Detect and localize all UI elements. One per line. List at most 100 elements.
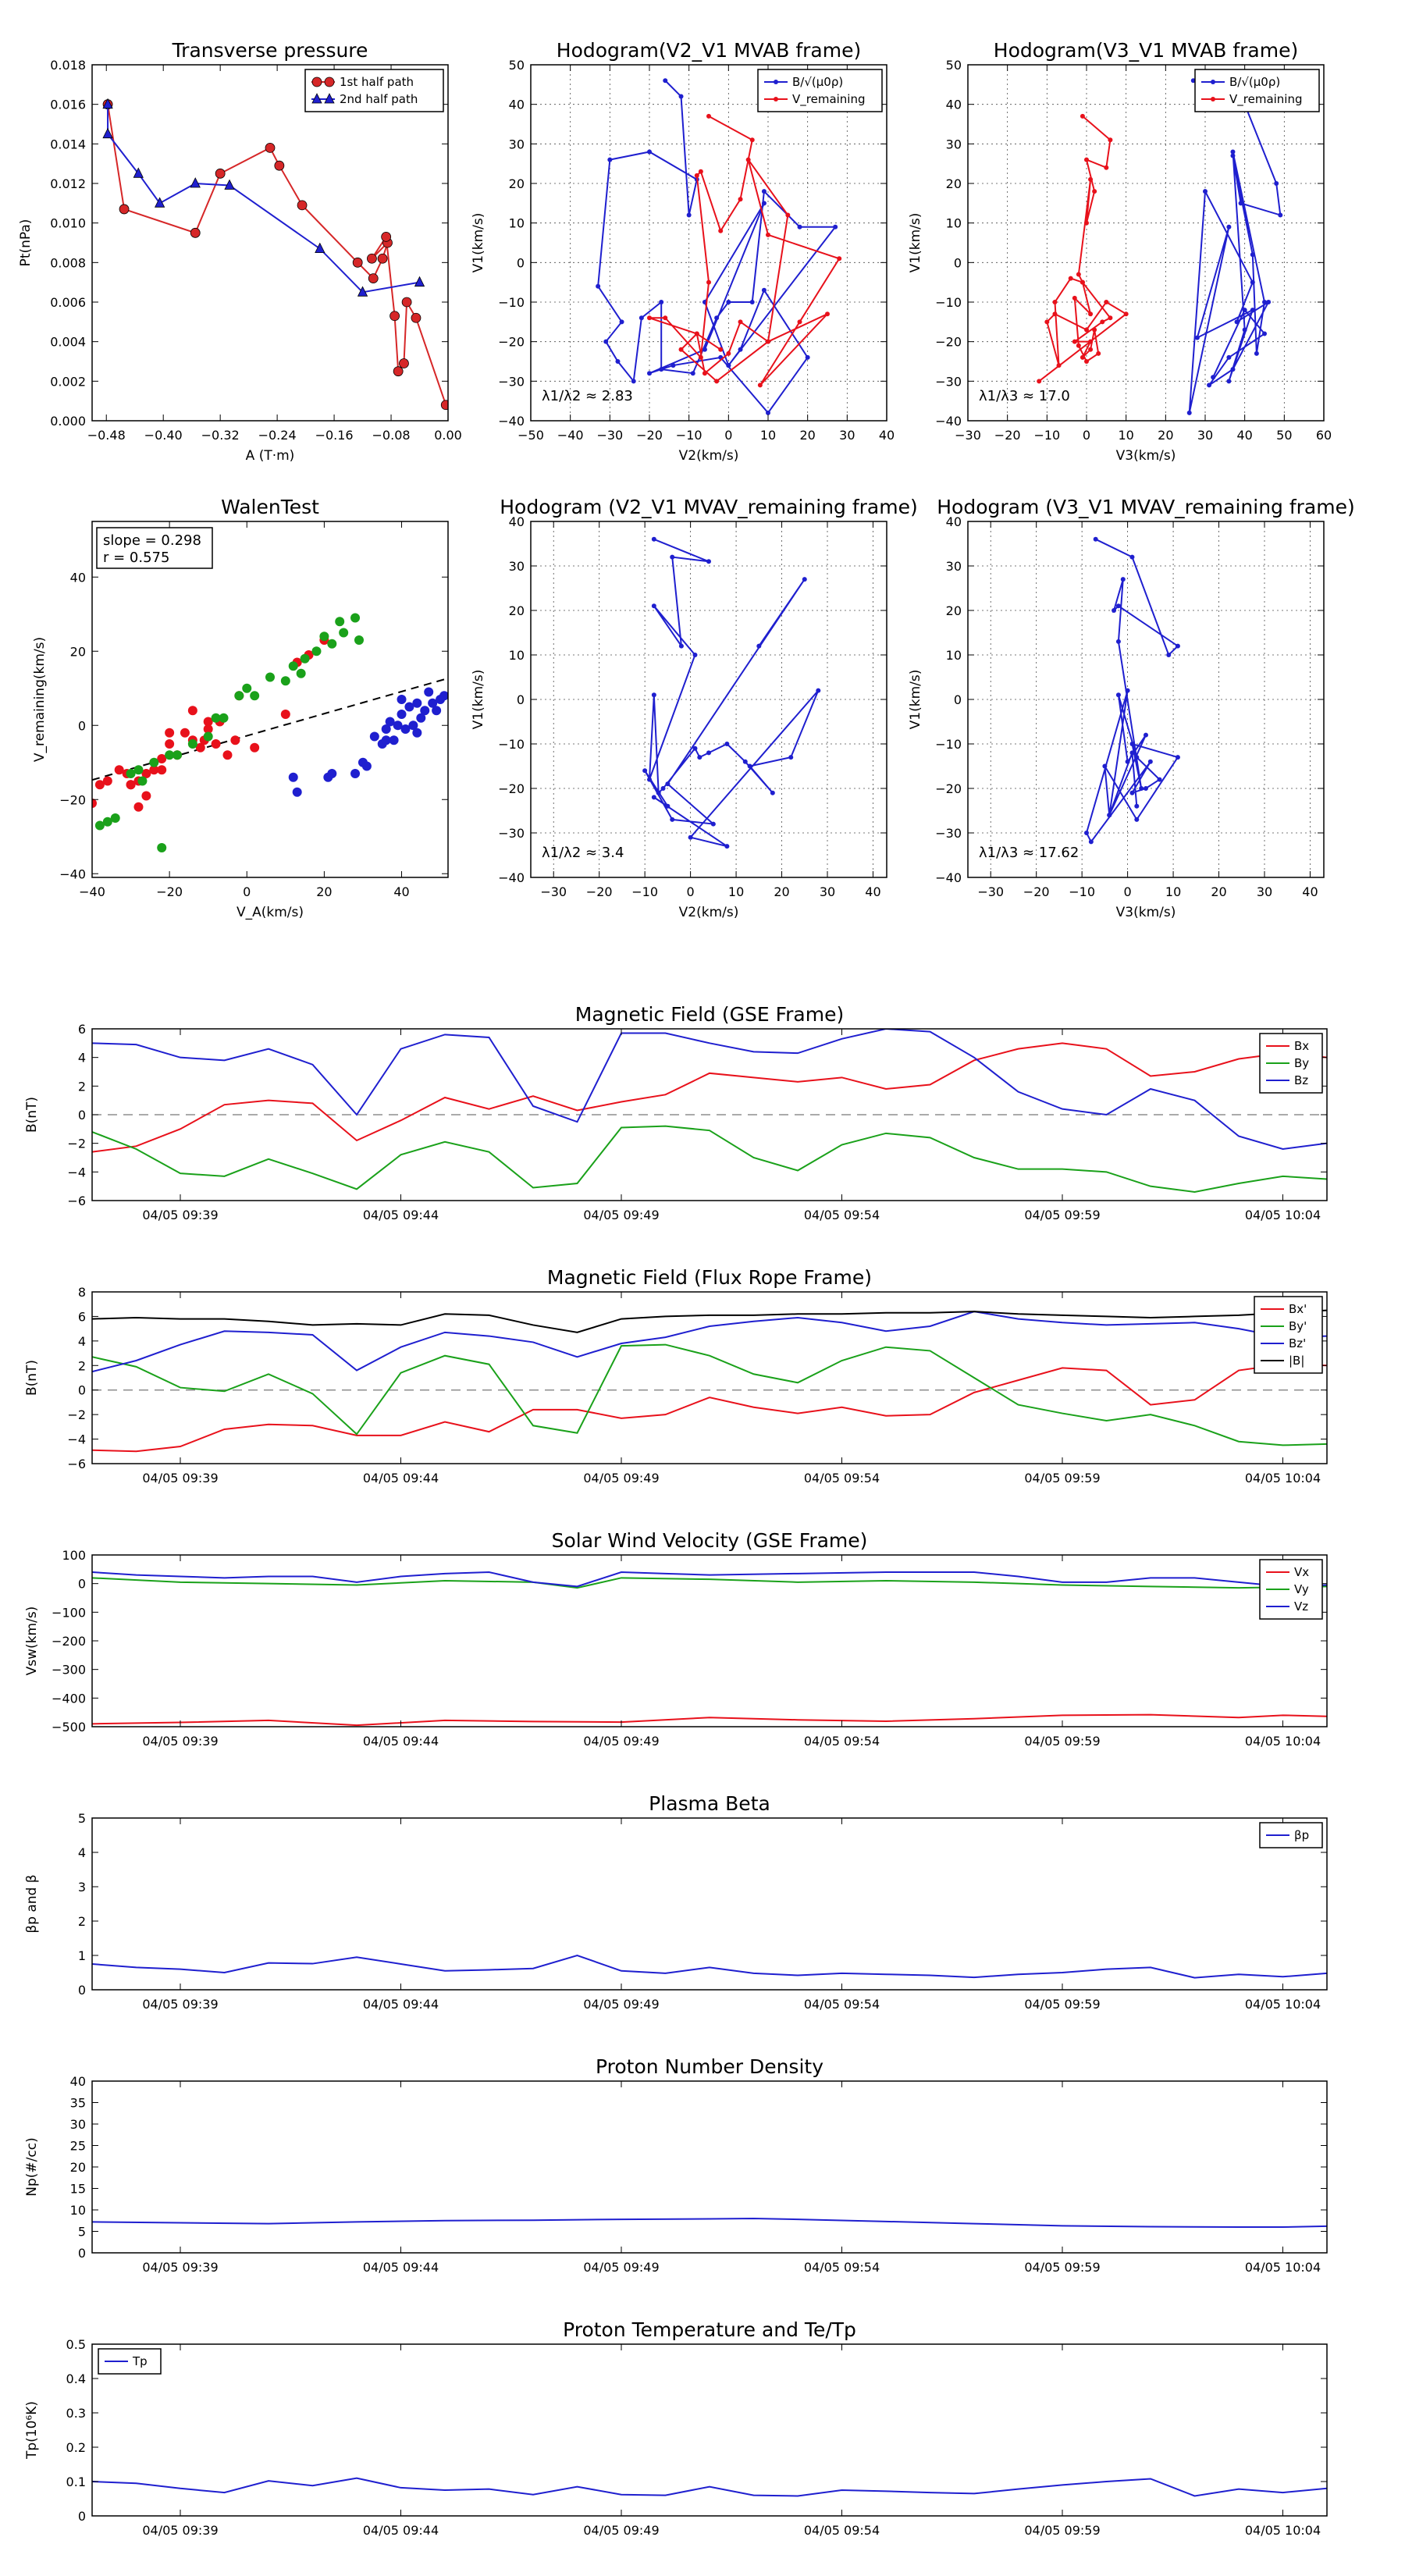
- y-tick-label: −10: [498, 737, 525, 752]
- legend-label: Bz': [1289, 1336, 1306, 1350]
- y-tick-label: −40: [498, 870, 525, 885]
- x-axis-label: V_A(km/s): [237, 905, 304, 920]
- scatter-point: [157, 754, 167, 763]
- scatter-point: [219, 713, 229, 723]
- x-tick-label: −10: [676, 428, 702, 443]
- hodogram-point: [1139, 786, 1144, 791]
- x-tick-label: 04/05 09:54: [804, 2523, 880, 2538]
- y-axis-label: V1(km/s): [471, 213, 486, 273]
- y-tick-label: 1: [78, 1948, 86, 1963]
- data-point-triangle: [414, 276, 425, 287]
- hodogram-point: [651, 692, 656, 698]
- x-tick-label: 20: [799, 428, 815, 443]
- legend-label: Vy: [1294, 1582, 1309, 1596]
- hodogram-point: [1120, 577, 1126, 582]
- y-tick-label: 40: [946, 514, 962, 529]
- data-point: [389, 311, 400, 322]
- hodogram-point: [1134, 803, 1140, 809]
- scatter-point: [400, 724, 411, 734]
- legend-label: Vz: [1294, 1599, 1308, 1614]
- hodogram-point: [1102, 763, 1108, 769]
- legend-label: Bx': [1289, 1302, 1307, 1316]
- hodogram-point: [1230, 153, 1236, 158]
- hodogram-point: [663, 78, 668, 84]
- hodogram-point: [1096, 350, 1101, 356]
- series-line: [92, 2477, 1327, 2497]
- x-tick-label: 04/05 09:49: [583, 1734, 659, 1749]
- x-tick-label: 04/05 10:04: [1245, 2523, 1321, 2538]
- x-tick-label: 0: [1083, 428, 1090, 443]
- legend-label: B/√(μ0ρ): [792, 75, 843, 89]
- axes-frame: [91, 1291, 1328, 1464]
- y-tick-label: 50: [946, 58, 962, 73]
- plot-area: [642, 536, 821, 849]
- hodogram-point: [1115, 692, 1121, 698]
- series-line: [644, 538, 820, 848]
- x-tick-label: −0.08: [372, 428, 411, 443]
- x-axis-label: A (T·m): [246, 448, 295, 464]
- scatter-point: [369, 731, 379, 742]
- hodogram-point: [726, 350, 731, 356]
- x-tick-label: 04/05 10:04: [1245, 1997, 1321, 2012]
- hodogram-point: [690, 371, 695, 376]
- hodogram-point: [1100, 319, 1105, 325]
- hodogram-point: [1084, 831, 1089, 835]
- data-point-triangle: [102, 127, 113, 139]
- hodogram-point: [1194, 335, 1200, 340]
- plot-area: [92, 1954, 1327, 1979]
- y-tick-label: −10: [935, 295, 962, 310]
- axes-frame: [91, 64, 449, 422]
- y-axis-label: V1(km/s): [471, 670, 486, 730]
- y-tick-label: 4: [78, 1051, 86, 1066]
- x-tick-label: −0.40: [144, 428, 183, 443]
- plot-area: [92, 2477, 1327, 2497]
- plot-area: [92, 613, 448, 852]
- hodogram-point: [698, 354, 703, 360]
- y-tick-label: −500: [52, 1720, 86, 1735]
- legend: 1st half path 2nd half path: [304, 69, 444, 112]
- y-tick-label: 4: [78, 1845, 86, 1860]
- hodogram-point: [665, 781, 670, 787]
- x-tick-label: 04/05 09:49: [583, 2260, 659, 2275]
- hodogram-point: [1230, 149, 1236, 155]
- hodogram-v3-v1-mvab-panel: −30 −20 −10 0 10 20 30 40 50 60−40−30−20−10010203…: [908, 39, 1332, 464]
- scatter-point: [412, 728, 422, 738]
- hodogram-point: [656, 790, 661, 795]
- series-line: [92, 1954, 1327, 1979]
- x-tick-label: 20: [316, 884, 332, 899]
- hodogram-point: [1076, 343, 1081, 348]
- hodogram-point: [797, 319, 802, 325]
- chart-title: WalenTest: [221, 496, 319, 518]
- x-tick-label: 04/05 09:44: [363, 1997, 439, 2012]
- hodogram-point: [1134, 817, 1140, 822]
- hodogram-point: [710, 821, 716, 827]
- x-tick-label: 0: [724, 428, 732, 443]
- hodogram-point: [718, 228, 724, 233]
- hodogram-point: [1104, 165, 1109, 170]
- x-tick-label: −50: [518, 428, 544, 443]
- plot-area: [596, 78, 842, 415]
- y-tick-label: −30: [498, 374, 525, 389]
- scatter-point: [296, 668, 306, 678]
- hodogram-point: [742, 759, 748, 764]
- hodogram-point: [761, 189, 767, 194]
- data-point-triangle: [102, 98, 113, 109]
- hodogram-point: [706, 279, 711, 285]
- y-axis-label: B(nT): [24, 1360, 40, 1396]
- data-point-triangle: [324, 93, 335, 104]
- legend-marker: [1211, 80, 1215, 84]
- scatter-point: [292, 787, 302, 797]
- y-axis-label: V1(km/s): [908, 670, 923, 730]
- hodogram-point: [1084, 220, 1089, 226]
- hodogram-point: [770, 790, 775, 795]
- axes-frame: [967, 64, 1325, 422]
- y-tick-label: 20: [70, 2160, 86, 2175]
- y-tick-label: −20: [498, 781, 525, 796]
- hodogram-point: [647, 777, 652, 782]
- y-tick-label: 40: [70, 2074, 86, 2089]
- y-tick-label: 0.3: [66, 2406, 86, 2421]
- y-tick-label: 10: [946, 216, 962, 231]
- hodogram-point: [1226, 379, 1232, 384]
- legend-label: Tp: [132, 2354, 148, 2368]
- y-tick-label: 0.010: [50, 216, 86, 231]
